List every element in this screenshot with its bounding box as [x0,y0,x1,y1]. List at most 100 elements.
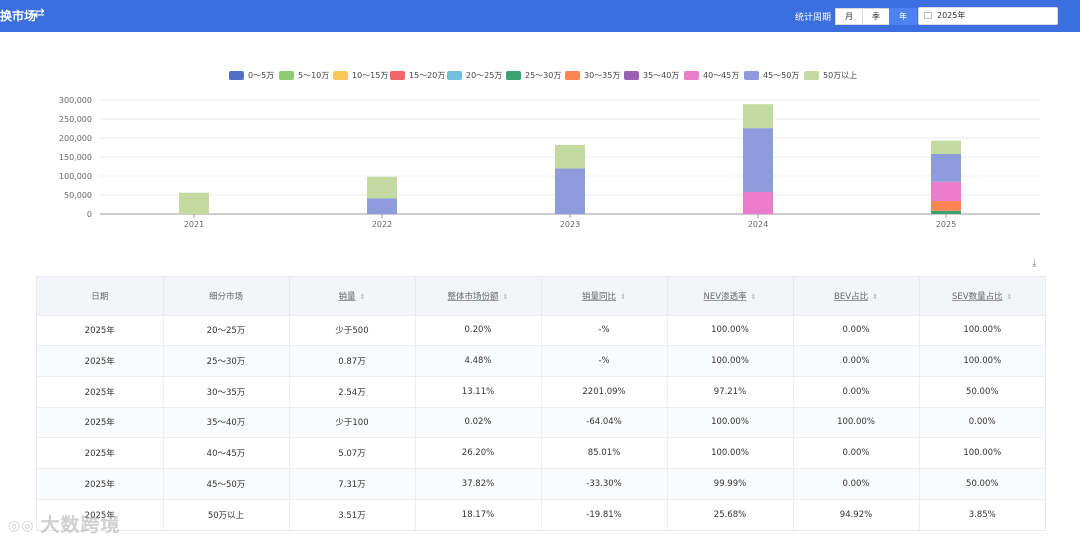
legend-item[interactable]: 25～30万 [506,69,561,81]
table-cell: 100.00% [919,314,1045,346]
legend-swatch [804,70,819,80]
sort-icon[interactable]: ⇕ [359,292,366,301]
legend-item[interactable]: 35～40万 [624,69,679,81]
bar-segment[interactable] [931,140,961,154]
column-header-label: 整体市场份额 [447,291,499,302]
swap-market-icon[interactable]: ⇄ [34,6,45,21]
table-cell: 3.51万 [289,498,416,530]
x-tick-label: 2022 [372,220,392,229]
legend-swatch [229,70,244,80]
table-cell: 0.00% [793,345,920,377]
legend-label: 0～5万 [248,70,275,80]
legend-swatch [684,70,699,80]
legend-label: 45～50万 [763,70,800,80]
column-header[interactable]: SEV数量占比 ⇕ [919,277,1045,315]
column-header[interactable]: 整体市场份额 ⇕ [415,277,542,315]
table-cell: 0.20% [415,314,542,346]
column-header[interactable]: BEV占比 ⇕ [793,277,920,315]
legend-item[interactable]: 5～10万 [279,69,329,81]
table-cell: 50.00% [919,375,1045,408]
bar-segment[interactable] [555,168,585,214]
table-cell: 100.00% [667,406,794,438]
bar-segment[interactable] [931,181,961,202]
legend-item[interactable]: 50万以上 [804,69,857,81]
y-tick-label: 200,000 [59,134,92,143]
column-header[interactable]: 销量同比 ⇕ [541,277,668,315]
sort-icon[interactable]: ⇕ [502,292,509,301]
watermark-text: 大数跨境 [40,514,121,536]
sort-icon[interactable]: ⇕ [1006,292,1013,301]
sort-icon[interactable]: ⇕ [620,292,626,301]
legend-item[interactable]: 45～50万 [744,69,799,81]
legend-swatch [624,70,639,80]
table-cell: 2025年 [37,375,164,408]
column-header-label: BEV占比 [834,291,869,302]
bar-segment[interactable] [743,191,773,214]
column-header[interactable]: 销量 ⇕ [289,277,416,315]
table-cell: 100.00% [667,437,794,469]
legend-item[interactable]: 10～15万 [333,69,388,81]
period-month-button[interactable]: 月 [835,8,863,25]
table-cell: 2025年 [37,314,164,346]
bar-segment[interactable] [367,176,397,199]
period-year-button[interactable]: 年 [889,8,917,25]
x-tick-label: 2024 [748,220,768,229]
table-cell: 45～50万 [163,467,290,500]
table-cell: 18.17% [415,498,542,530]
sort-icon[interactable]: ⇕ [872,292,878,301]
column-header[interactable]: NEV渗透率 ⇕ [667,277,794,315]
bar-segment[interactable] [743,104,773,129]
table-cell: 3.85% [919,498,1045,530]
y-tick-label: 250,000 [59,115,92,124]
x-tick-label: 2023 [560,220,580,229]
table-cell: 94.92% [793,498,920,530]
table-cell: 0.00% [919,406,1045,438]
table-cell: 0.00% [793,437,920,469]
table-row: 2025年 35～40万 少于100 0.02% -64.04% 100.00% 100.0… [37,406,1045,438]
table-cell: 5.07万 [289,437,416,469]
legend-item[interactable]: 40～45万 [684,69,739,81]
table-cell: 99.99% [667,467,794,500]
column-header-label: 细分市场 [208,291,243,302]
y-tick-label: 150,000 [59,153,92,162]
table-cell: 50万以上 [163,498,290,530]
table-cell: 50.00% [919,467,1045,500]
legend-item[interactable]: 20～25万 [447,69,502,81]
legend-label: 35～40万 [643,70,680,80]
bar-segment[interactable] [367,198,397,214]
table-row: 2025年 25～30万 0.87万 4.48% -% 100.00% 0.00% 100.0… [37,345,1045,377]
bar-segment[interactable] [743,128,773,192]
table-cell: 4.48% [415,345,542,377]
legend-item[interactable]: 30～35万 [565,69,620,81]
bar-segment[interactable] [179,192,209,214]
legend-item[interactable]: 15～20万 [390,69,445,81]
legend-swatch [744,70,759,80]
date-picker-input[interactable]: 2025年 [918,7,1058,25]
legend-label: 30～35万 [584,70,621,80]
table-cell: -% [541,345,668,377]
table-row: 2025年 45～50万 7.31万 37.82% -33.30% 99.99% 0.00%… [37,467,1045,500]
column-header-label: 销量同比 [582,291,617,302]
download-icon[interactable]: ⤓ [1032,258,1037,269]
y-tick-label: 100,000 [59,172,92,181]
watermark: ◎◎ 大数跨境 [8,510,120,537]
bar-segment[interactable] [931,153,961,182]
table-cell: 100.00% [919,437,1045,469]
sort-icon[interactable]: ⇕ [750,292,757,301]
legend-item[interactable]: 0～5万 [229,69,274,81]
table-cell: 0.00% [793,467,920,500]
market-table: 日期 细分市场 销量 ⇕ 整体市场份额 ⇕ 销量同比 ⇕ NEV渗透率 ⇕ BEV占比 ⇕ SEV数量占… [36,276,1046,531]
table-cell: 2025年 [37,406,164,438]
legend-swatch [333,70,348,80]
legend-label: 50万以上 [823,70,858,80]
bar-segment[interactable] [555,144,585,169]
table-header-row: 日期 细分市场 销量 ⇕ 整体市场份额 ⇕ 销量同比 ⇕ NEV渗透率 ⇕ BEV占比 ⇕ SEV数量占… [37,277,1045,315]
column-header: 细分市场 [163,277,290,315]
bar-segment[interactable] [931,201,961,211]
period-quarter-button[interactable]: 季 [862,8,890,25]
page-title: 换市场 [0,9,37,23]
legend-label: 5～10万 [298,70,330,80]
table-row: 2025年 20～25万 少于500 0.20% -% 100.00% 0.00% 100.0… [37,314,1045,346]
bar-segment[interactable] [931,210,961,214]
table-cell: 30～35万 [163,375,290,408]
